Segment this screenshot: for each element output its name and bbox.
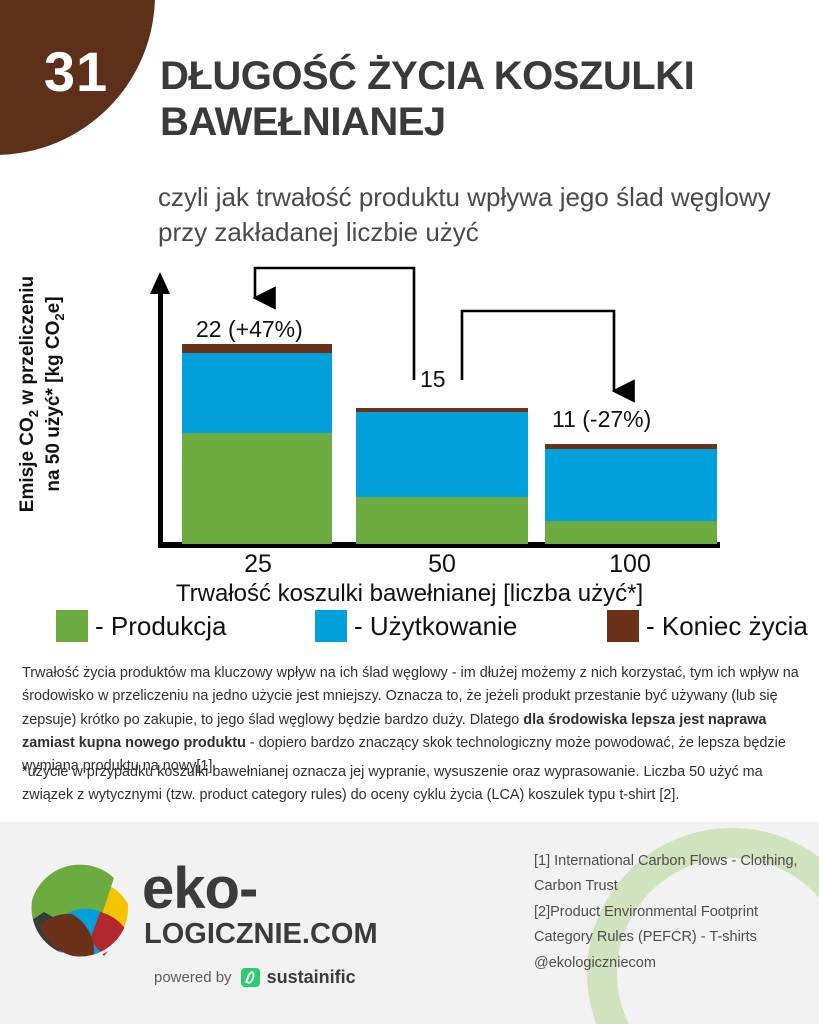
y-axis-sub-2: 2 (51, 313, 67, 321)
legend-item-koniec-zycia: - Koniec życia (607, 610, 808, 642)
bar-value-label-50: 15 (420, 366, 446, 392)
body-paragraph-part1: Trwałość życia produktów ma kluczowy wpł… (22, 665, 799, 728)
bar-100 (545, 444, 717, 544)
legend-label-koniec-zycia: - Koniec życia (646, 610, 808, 641)
legend-swatch-brown (607, 610, 639, 642)
sustainific-name: sustainific (266, 967, 356, 987)
x-axis-label: Trwałość koszulki bawełnianej [liczba uż… (175, 580, 644, 607)
legend-swatch-green (56, 610, 88, 642)
reference-line: [1] International Carbon Flows - Clothin… (534, 853, 798, 895)
y-axis-label-text3: na 50 użyć* [kg CO (43, 320, 64, 492)
body-paragraph: Trwałość życia produktów ma kluczowy wpł… (22, 662, 800, 779)
x-axis-line (158, 542, 720, 548)
body-paragraph-part2: - dopiero bardzo znaczący skok technolog… (22, 734, 786, 775)
legend-item-produkcja: - Produkcja (56, 610, 227, 642)
bar-segment-25-użytkowanie (182, 353, 332, 434)
page-footer: eko- LOGICZNIE.COM powered by sustainifi… (0, 822, 819, 1024)
logo-subwordmark: LOGICZNIE.COM (144, 918, 378, 950)
stacked-bar-chart: Emisje CO2 w przeliczeniu na 50 użyć* [k… (0, 258, 819, 607)
arrow-100-decrease (460, 309, 635, 403)
logo-wordmark: eko- (142, 856, 258, 921)
reference-line: @ekologiczniecom (534, 954, 656, 971)
x-tick-25: 25 (244, 550, 272, 578)
legend-swatch-blue (315, 610, 347, 642)
bar-segment-50-użytkowanie (356, 412, 528, 497)
bar-segment-100-użytkowanie (545, 449, 717, 522)
page-subtitle: czyli jak trwałość produktu wpływa jego … (158, 182, 771, 248)
bar-25 (182, 344, 332, 544)
y-axis-label: Emisje CO2 w przeliczeniu na 50 użyć* [k… (16, 244, 68, 544)
brand-logo: eko- LOGICZNIE.COM powered by sustainifi… (24, 852, 378, 992)
y-axis-label-text1: Emisje CO (16, 417, 38, 513)
y-axis-label-text2: w przeliczeniu (16, 275, 38, 410)
legend-label-produkcja: - Produkcja (95, 610, 227, 641)
x-tick-100: 100 (609, 550, 651, 578)
powered-by-row: powered by sustainific (154, 967, 356, 988)
bar-50 (356, 407, 528, 544)
bar-segment-25-koniec-życia (182, 344, 332, 354)
y-axis-label-text4: e] (43, 296, 64, 314)
legend-label-uzytkowanie: - Użytkowanie (354, 610, 518, 641)
bar-value-label-100: 11 (-27%) (552, 406, 652, 432)
y-axis-sub-1: 2 (25, 409, 41, 418)
bar-segment-50-koniec-życia (356, 407, 528, 413)
sustainific-leaf-icon (240, 968, 260, 987)
reference-line: [2]Product Environmental Footprint Categ… (534, 903, 759, 946)
bar-segment-25-produkcja (182, 433, 332, 544)
bar-segment-100-koniec-życia (545, 444, 717, 450)
powered-by-label: powered by (154, 969, 232, 986)
y-axis-arrowhead-icon (150, 272, 170, 294)
globe-logo-icon (28, 856, 132, 960)
bar-segment-50-produkcja (356, 496, 528, 544)
issue-number: 31 (43, 40, 109, 103)
y-axis-line (158, 288, 163, 544)
references-block: [1] International Carbon Flows - Clothin… (534, 849, 809, 976)
chart-legend: - Produkcja - Użytkowanie - Koniec życia (0, 608, 819, 652)
footnote-paragraph: *użycie w przypadku koszulki bawełnianej… (22, 764, 763, 804)
page-title: DŁUGOŚĆ ŻYCIA KOSZULKI BAWEŁNIANEJ (160, 54, 695, 144)
x-tick-50: 50 (428, 550, 456, 578)
body-paragraph-emphasis: dla środowiska lepsza jest naprawa zamia… (22, 711, 767, 751)
bar-value-label-25: 22 (+47%) (196, 316, 303, 342)
bar-segment-100-produkcja (545, 521, 717, 544)
legend-item-uzytkowanie: - Użytkowanie (315, 610, 517, 642)
